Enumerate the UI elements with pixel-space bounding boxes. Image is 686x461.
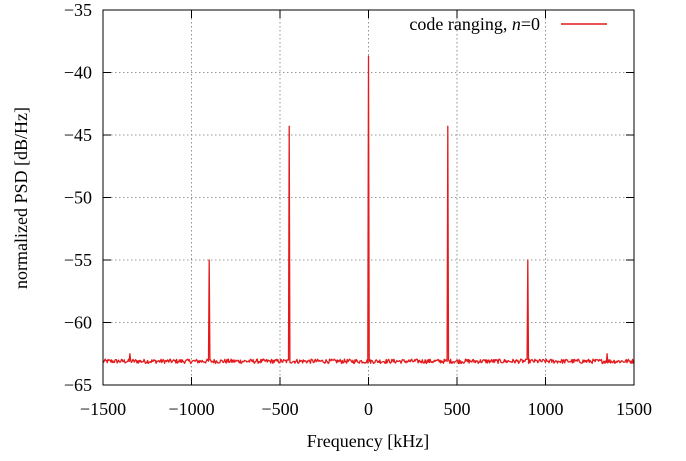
legend-label-suffix: =0 — [521, 14, 540, 34]
x-tick-labels: −1500 −1000 −500 0 500 1000 1500 — [80, 399, 652, 419]
y-tick-label: −40 — [64, 63, 92, 83]
plot-frame — [102, 9, 635, 386]
y-tick-label: −45 — [64, 125, 92, 145]
x-tick-label: 1000 — [528, 399, 564, 419]
x-tick-label: 1500 — [616, 399, 652, 419]
y-tick-labels: −65 −60 −55 −50 −45 −40 −35 — [64, 0, 92, 395]
x-tick-label: 0 — [364, 399, 373, 419]
y-tick-label: −60 — [64, 313, 92, 333]
x-tick-label: −1500 — [80, 399, 126, 419]
y-tick-label: −65 — [64, 375, 92, 395]
x-tick-label: 500 — [444, 399, 471, 419]
legend-label-series-1: code ranging, n=0 — [409, 14, 540, 34]
x-tick-label: −1000 — [168, 399, 214, 419]
series-layer — [102, 55, 635, 365]
legend-label-prefix: code ranging, — [409, 14, 511, 34]
y-axis-title: normalized PSD [dB/Hz] — [11, 107, 31, 289]
y-tick-label: −55 — [64, 250, 92, 270]
y-tick-label: −50 — [64, 188, 92, 208]
y-tick-label: −35 — [64, 0, 92, 20]
x-axis-title: Frequency [kHz] — [307, 431, 429, 451]
x-tick-label: −500 — [261, 399, 298, 419]
legend-label-variable: n — [512, 14, 521, 34]
series-line-1 — [102, 55, 635, 365]
legend: code ranging, n=0 — [409, 14, 607, 34]
